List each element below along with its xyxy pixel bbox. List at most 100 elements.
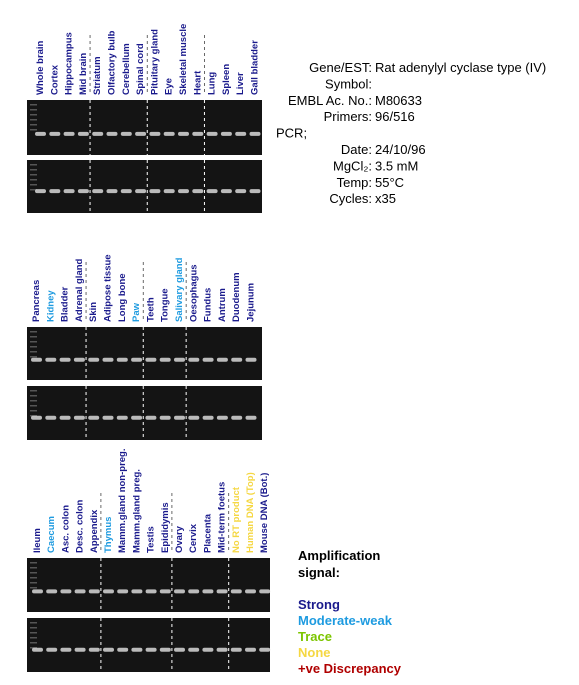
info-value: Rat adenylyl cyclase type (IV) <box>375 60 546 75</box>
ladder-band <box>30 647 37 649</box>
gel-image <box>27 618 270 672</box>
ladder-band <box>30 395 37 397</box>
gel-band <box>235 189 247 194</box>
gel-band <box>120 131 132 136</box>
ladder-band <box>30 179 37 181</box>
lane-label: Ileum <box>32 528 43 553</box>
ladder-band <box>30 567 37 569</box>
gel-band <box>159 357 171 362</box>
lane-label: Whole brain <box>35 40 46 95</box>
ladder-band <box>30 582 37 584</box>
lane-label: Asc. colon <box>60 505 71 553</box>
gel-band <box>145 415 157 420</box>
gel-image <box>27 558 270 612</box>
ladder-band <box>30 174 37 176</box>
lane-label: Tongue <box>160 288 171 322</box>
lane-label: Eye <box>164 78 175 95</box>
lane-label: Cerebellum <box>121 43 132 95</box>
gel-band <box>174 647 185 652</box>
legend-title: Amplification signal: <box>298 548 380 580</box>
legend-item: +ve Discrepancy <box>298 661 402 676</box>
legend-item: Strong <box>298 597 340 612</box>
lane-label: Thymus <box>103 517 114 553</box>
lane-label: Mid brain <box>78 53 89 95</box>
gel-band <box>230 647 242 652</box>
gel-band <box>245 415 257 420</box>
gel-band <box>74 589 86 594</box>
gel-band <box>159 415 171 420</box>
gel-band <box>188 415 200 420</box>
ladder-band <box>30 390 37 392</box>
gel-band <box>46 647 58 652</box>
gel-band <box>202 647 214 652</box>
lane-label: Liver <box>235 72 246 95</box>
lane-label: Pituitary gland <box>149 29 160 95</box>
ladder-band <box>30 129 37 131</box>
gel-band <box>192 131 204 136</box>
info-value: 55°C <box>375 175 404 190</box>
lane-label: Human DNA (Top) <box>245 472 256 553</box>
gel-band <box>145 357 157 362</box>
gel-band <box>216 589 228 594</box>
lane-label: Ovary <box>174 525 185 553</box>
ladder-band <box>30 351 37 353</box>
lane-label: Antrum <box>217 288 228 322</box>
info-label: Cycles: <box>329 191 372 206</box>
gel-band <box>88 415 100 420</box>
lane-label: Gall bladder <box>250 40 261 95</box>
gel-band <box>249 189 261 194</box>
gel-band <box>60 589 72 594</box>
info-label: EMBL Ac. No.: <box>288 93 372 108</box>
lane-label: Kidney <box>45 290 56 322</box>
gel-band <box>106 189 118 194</box>
lane-label: Hippocampus <box>64 32 75 95</box>
gel-band <box>245 357 257 362</box>
lane-label: No RT product <box>231 486 242 553</box>
info-label: PCR; <box>276 126 307 141</box>
gel-band <box>135 189 147 194</box>
gel-band <box>60 647 72 652</box>
legend-item: Trace <box>298 629 332 644</box>
gel-band <box>202 415 214 420</box>
gel-band <box>59 357 71 362</box>
legend-item: None <box>298 645 331 660</box>
ladder-band <box>30 169 37 171</box>
lane-label: Bladder <box>60 286 71 322</box>
gel-band <box>49 131 61 136</box>
gel-band <box>117 589 129 594</box>
gel-band <box>216 647 228 652</box>
gel-band <box>188 589 200 594</box>
ladder-band <box>30 164 37 166</box>
lane-label: Lung <box>207 72 218 95</box>
info-value: 96/516 <box>375 109 415 124</box>
gel-band <box>116 415 128 420</box>
gel-band <box>259 647 271 652</box>
info-label: Symbol: <box>325 76 372 91</box>
ladder-band <box>30 109 37 111</box>
gel-band <box>88 589 100 594</box>
gel-band <box>88 357 100 362</box>
gel-band <box>131 589 143 594</box>
ladder-band <box>30 114 37 116</box>
gel-band <box>45 415 57 420</box>
lane-label: Striatum <box>92 56 103 95</box>
gel-band <box>77 189 89 194</box>
gel-band <box>202 357 214 362</box>
ladder-band <box>30 124 37 126</box>
lane-label: Placenta <box>202 513 213 553</box>
gel-band <box>230 589 242 594</box>
lane-label: Paw <box>131 302 142 322</box>
lane-label: Caecum <box>46 516 57 553</box>
ladder-band <box>30 341 37 343</box>
gel-band <box>92 131 104 136</box>
info-value: M80633 <box>375 93 422 108</box>
gel-band <box>73 415 85 420</box>
gel-band <box>131 415 143 420</box>
ladder-band <box>30 642 37 644</box>
gel-band <box>131 647 143 652</box>
lane-label: Teeth <box>145 297 156 322</box>
gel-band <box>120 189 132 194</box>
lane-label: Heart <box>192 70 203 95</box>
lane-label: Skeletal muscle <box>178 24 189 95</box>
